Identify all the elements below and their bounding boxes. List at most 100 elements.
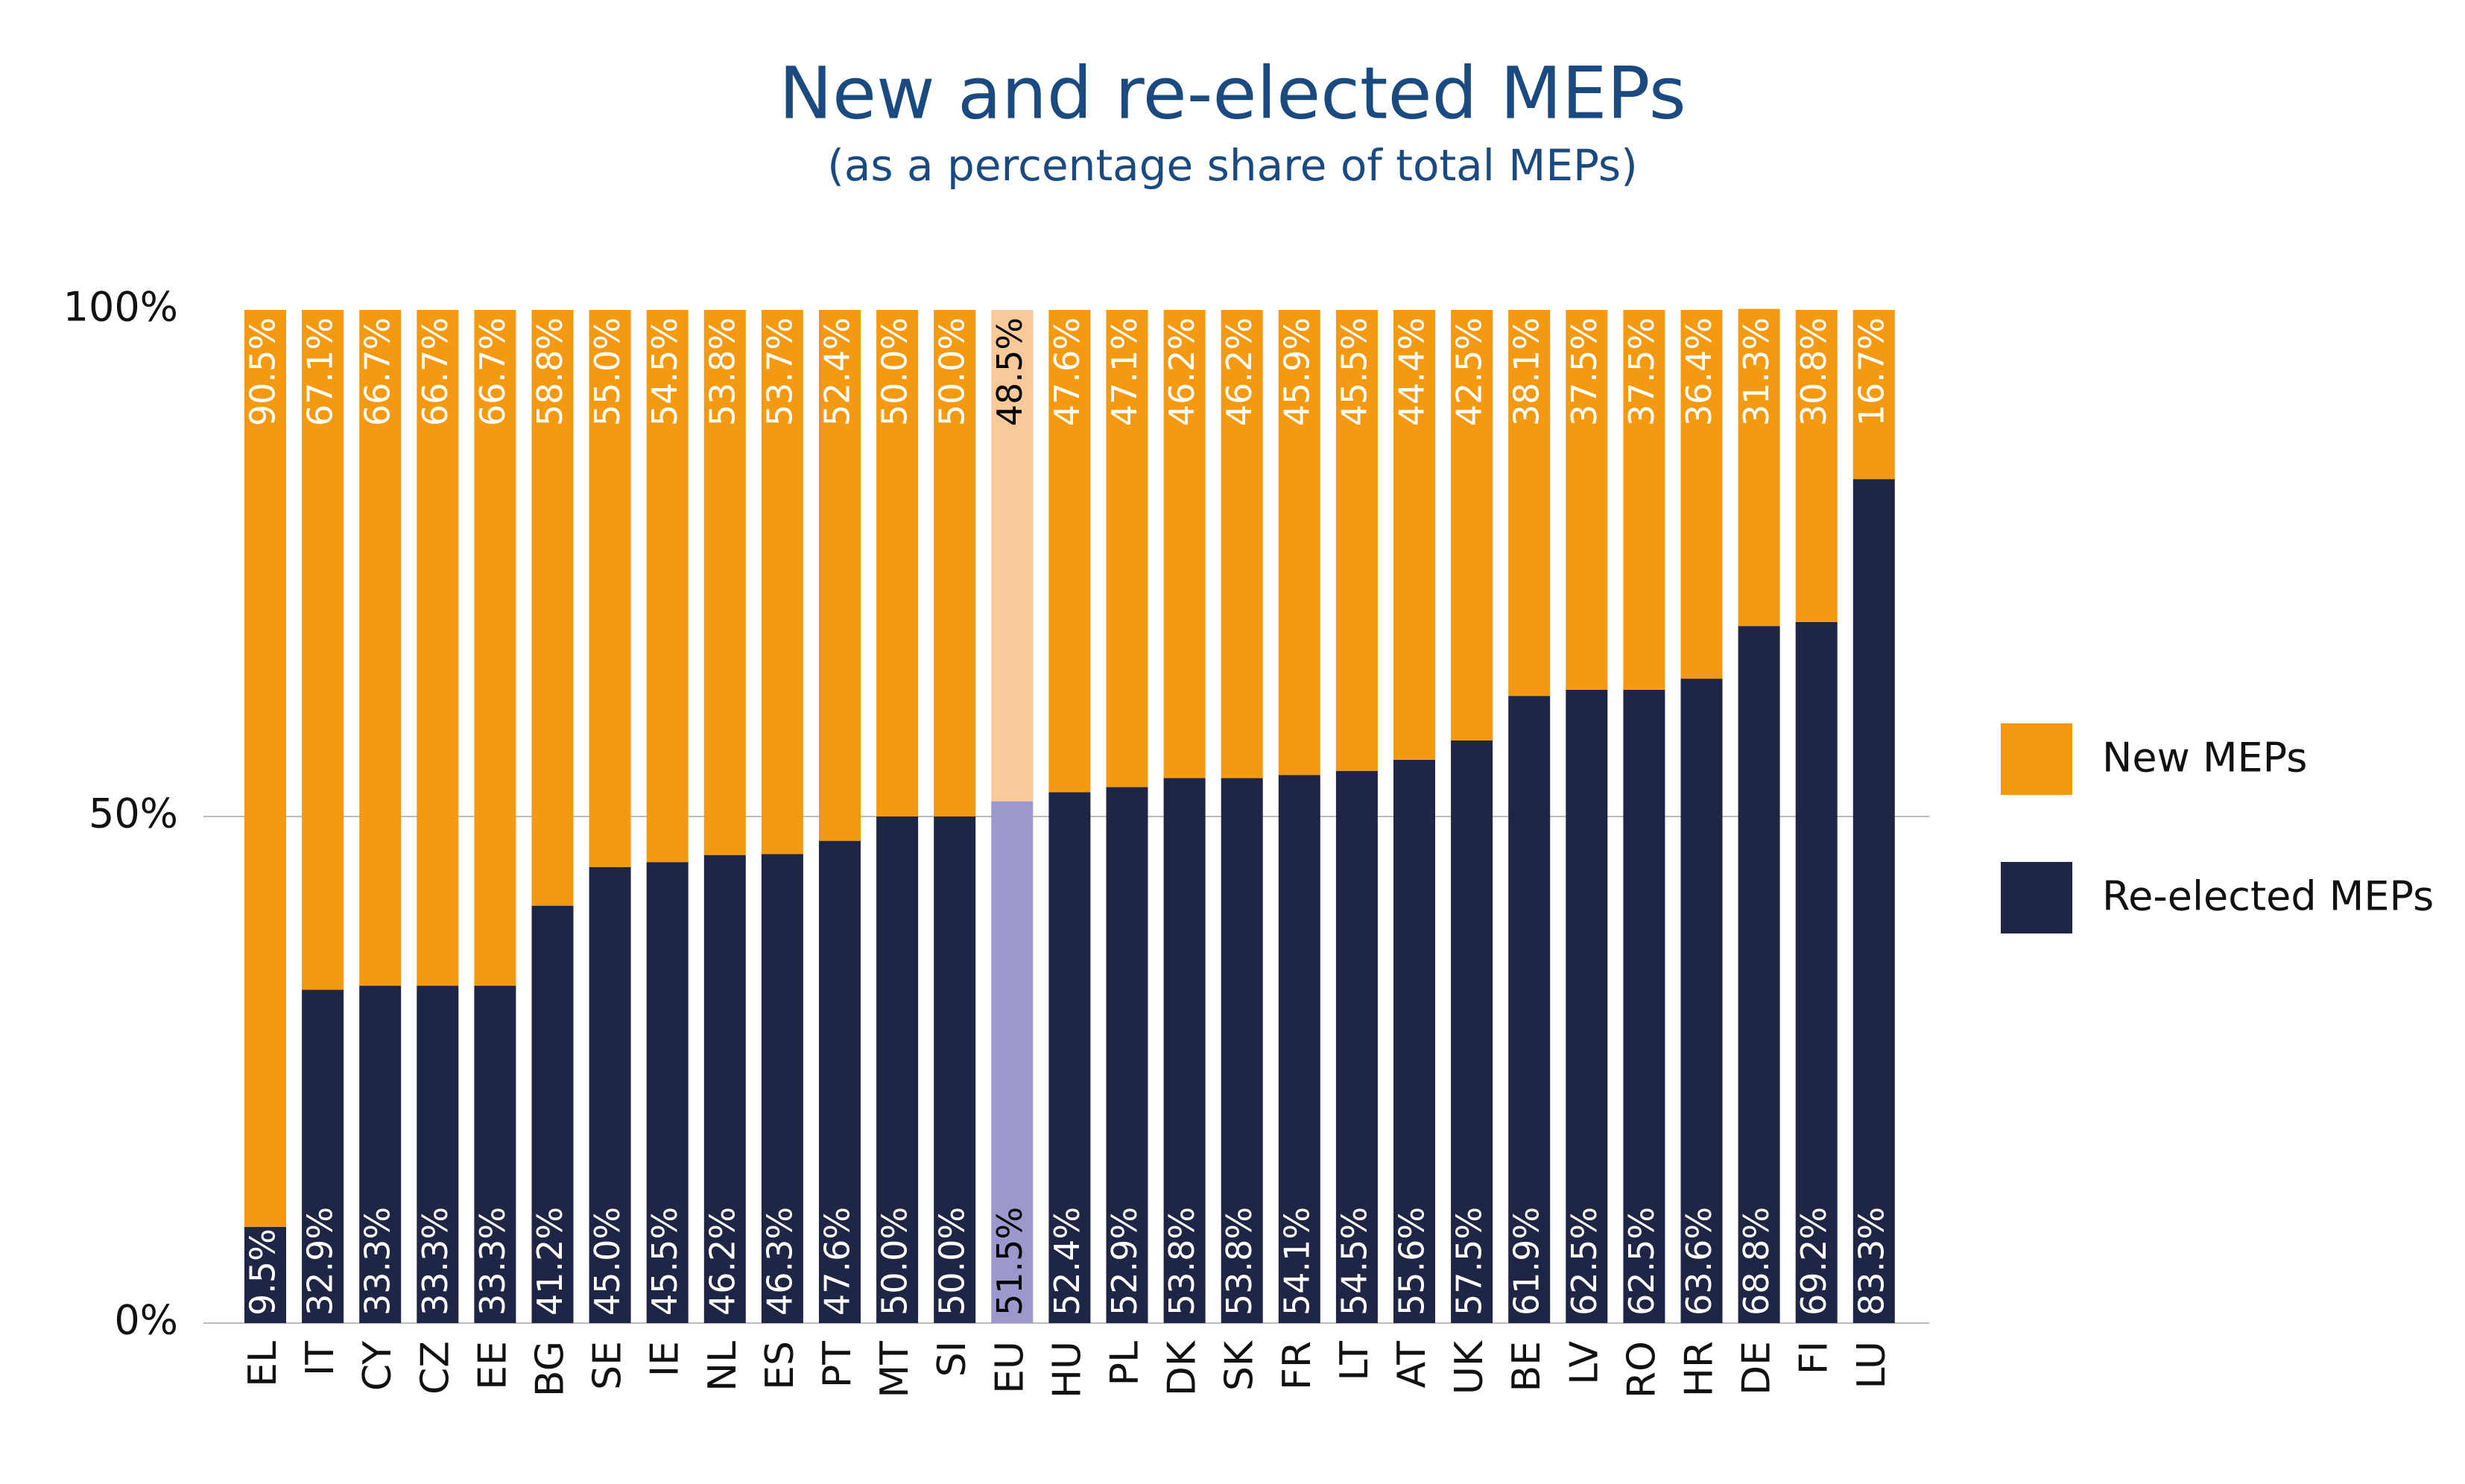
value-label: 48.5%	[990, 317, 1030, 426]
x-tick-label: LT	[1332, 1341, 1377, 1381]
value-label: 52.4%	[1047, 1207, 1087, 1316]
value-label: 37.5%	[1564, 317, 1604, 426]
bar-segment	[1738, 626, 1780, 1323]
bar-segment	[703, 310, 746, 855]
bar-segment	[531, 905, 574, 1323]
x-tick-label: CY	[355, 1341, 400, 1391]
bar-segment	[1393, 759, 1435, 1323]
bar-segment	[531, 310, 574, 906]
bar-segment	[991, 310, 1034, 802]
value-label: 53.8%	[1219, 1207, 1259, 1316]
bar-segment	[302, 989, 344, 1323]
value-label: 58.8%	[530, 317, 570, 426]
value-label: 57.5%	[1449, 1207, 1490, 1316]
bar-segment	[1738, 308, 1780, 627]
value-label: 47.6%	[1047, 317, 1087, 426]
value-label: 36.4%	[1679, 317, 1719, 426]
x-tick-label: LV	[1562, 1341, 1607, 1385]
bar-segment	[1508, 310, 1551, 697]
value-label: 52.4%	[817, 317, 858, 426]
bar-segment	[646, 862, 689, 1323]
chart-subtitle: (as a percentage share of total MEPs)	[827, 140, 1638, 191]
value-label: 44.4%	[1392, 317, 1432, 426]
value-label: 53.8%	[702, 317, 742, 426]
x-tick-label: PL	[1103, 1341, 1148, 1386]
bar-segment	[1048, 310, 1091, 793]
value-label: 68.8%	[1736, 1207, 1776, 1316]
x-tick-label: DK	[1160, 1339, 1205, 1396]
bar-segment	[876, 816, 919, 1323]
x-tick-label: EL	[241, 1341, 285, 1387]
bar-segment	[761, 854, 803, 1323]
x-tick-label: DE	[1735, 1341, 1779, 1395]
bar-segment	[1623, 690, 1665, 1323]
x-tick-label: AT	[1390, 1341, 1434, 1389]
x-tick-label: SK	[1218, 1339, 1262, 1391]
bar-segment	[1221, 778, 1263, 1323]
x-tick-label: ES	[758, 1341, 803, 1390]
bar-segment	[1852, 310, 1895, 480]
x-tick-label: BG	[528, 1341, 573, 1397]
bar-segment	[359, 310, 402, 986]
value-label: 50.0%	[875, 317, 915, 426]
bar-segment	[703, 854, 746, 1323]
value-label: 47.6%	[817, 1207, 858, 1316]
value-label: 54.1%	[1276, 1207, 1317, 1316]
bar-segment	[589, 867, 631, 1323]
bar-segment	[359, 986, 402, 1323]
bar-segment	[1048, 792, 1091, 1323]
y-tick-label: 50%	[89, 790, 178, 837]
value-label: 47.1%	[1104, 317, 1145, 426]
bar-segment	[1680, 310, 1723, 679]
value-label: 45.0%	[587, 1207, 627, 1316]
value-label: 33.3%	[358, 1207, 398, 1316]
bar-segment	[761, 310, 803, 854]
value-label: 61.9%	[1507, 1207, 1547, 1316]
value-label: 33.3%	[415, 1207, 455, 1316]
bar-segment	[474, 986, 516, 1323]
value-label: 63.6%	[1679, 1207, 1719, 1316]
value-label: 37.5%	[1621, 317, 1662, 426]
bar-segment	[1680, 679, 1723, 1323]
value-label: 38.1%	[1507, 317, 1547, 426]
x-tick-label: UK	[1447, 1339, 1492, 1395]
value-label: 54.5%	[645, 317, 685, 426]
bar-segment	[302, 310, 344, 990]
value-label: 46.2%	[1162, 317, 1202, 426]
value-label: 45.9%	[1276, 317, 1317, 426]
value-label: 66.7%	[415, 317, 455, 426]
x-tick-label: HU	[1045, 1341, 1089, 1398]
x-tick-label: IT	[298, 1341, 343, 1376]
bar-segment	[1163, 778, 1206, 1323]
value-label: 42.5%	[1449, 317, 1490, 426]
bar-segment	[1451, 310, 1493, 741]
value-label: 55.0%	[587, 317, 627, 426]
bar-segment	[1566, 310, 1608, 690]
x-tick-label: SE	[586, 1341, 630, 1390]
x-tick-label: PT	[815, 1341, 860, 1388]
value-label: 67.1%	[300, 317, 341, 426]
y-tick-label: 0%	[114, 1297, 178, 1344]
value-label: 62.5%	[1621, 1207, 1662, 1316]
bar-segment	[1393, 310, 1435, 760]
bar-segment	[819, 310, 861, 841]
bar-segment	[1221, 310, 1263, 779]
bar-segment	[244, 310, 286, 1227]
value-label: 31.3%	[1736, 317, 1776, 426]
x-tick-label: FR	[1275, 1341, 1320, 1390]
value-label: 16.7%	[1851, 317, 1891, 426]
x-tick-label: MT	[873, 1341, 917, 1398]
bar-segment	[1795, 310, 1838, 622]
value-label: 50.0%	[932, 317, 972, 426]
value-label: 54.5%	[1334, 1207, 1374, 1316]
x-tick-label: EU	[987, 1341, 1032, 1394]
value-label: 45.5%	[1334, 317, 1374, 426]
x-tick-label: NL	[700, 1341, 745, 1392]
value-label: 53.8%	[1162, 1207, 1202, 1316]
bar-segment	[589, 310, 631, 867]
bar-segment	[991, 801, 1034, 1323]
bar-segment	[1278, 310, 1320, 776]
bar-segment	[1106, 310, 1148, 787]
bar-segment	[1508, 696, 1551, 1323]
